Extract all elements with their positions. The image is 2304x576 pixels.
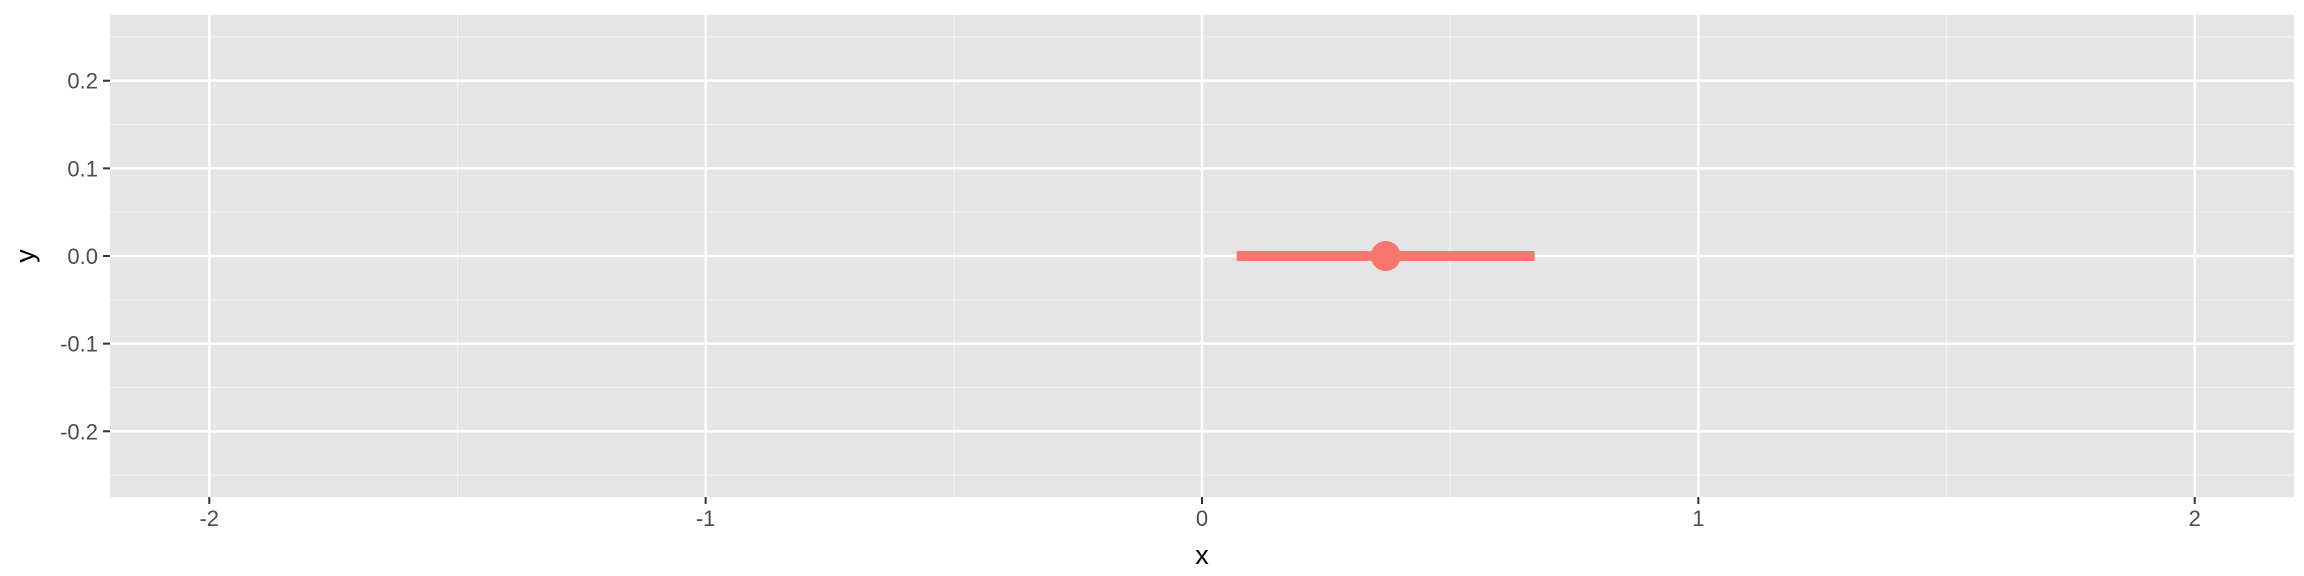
y-tick-label: 0.0 <box>67 244 98 269</box>
x-tick-label: -2 <box>199 506 219 531</box>
y-axis-title: y <box>10 249 40 263</box>
x-axis-ticks: -2 -1 0 1 2 <box>199 497 2201 531</box>
y-tick-label: -0.1 <box>60 332 98 357</box>
y-tick-label: 0.2 <box>67 69 98 94</box>
x-tick-label: 0 <box>1196 506 1208 531</box>
major-grid <box>110 15 2294 497</box>
x-tick-label: -1 <box>696 506 716 531</box>
data-layer <box>1236 241 1535 271</box>
y-axis-ticks: -0.2 -0.1 0.0 0.1 0.2 <box>60 69 110 444</box>
x-axis-title: x <box>1195 540 1209 570</box>
x-tick-label: 2 <box>2189 506 2201 531</box>
y-tick-label: 0.1 <box>67 156 98 181</box>
data-point <box>1370 241 1401 271</box>
x-tick-label: 1 <box>1692 506 1704 531</box>
y-tick-label: -0.2 <box>60 419 98 444</box>
